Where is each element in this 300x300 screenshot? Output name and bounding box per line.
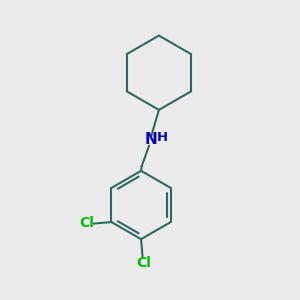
Text: Cl: Cl	[80, 216, 94, 230]
Text: H: H	[157, 131, 168, 144]
Text: Cl: Cl	[136, 256, 152, 270]
Text: N: N	[145, 132, 158, 147]
